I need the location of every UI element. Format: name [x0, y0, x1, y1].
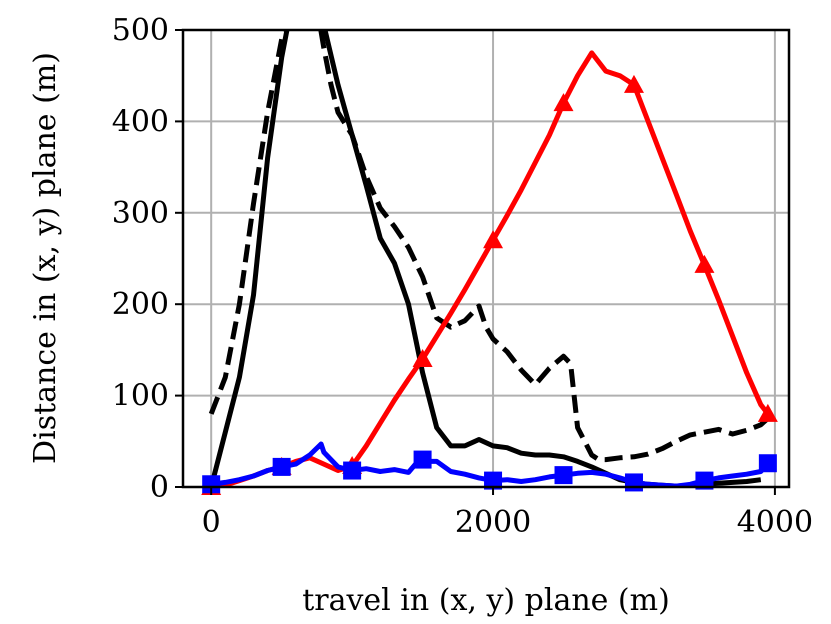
series-line-3: [210, 50, 770, 487]
x-tick-label: 2000: [455, 505, 531, 540]
series-marker-square: [484, 471, 503, 490]
series-marker-square: [758, 454, 777, 473]
series-marker-square: [343, 461, 362, 480]
y-tick-label: 0: [150, 470, 169, 505]
x-axis-label: travel in (x, y) plane (m): [302, 583, 670, 618]
series-marker-triangle: [553, 93, 574, 112]
y-tick-label: 100: [112, 379, 169, 414]
marker-layer: [201, 74, 778, 495]
series-marker-triangle: [694, 254, 715, 273]
plot-frame: [181, 28, 791, 489]
series-marker-square: [624, 473, 643, 492]
series-marker-square: [413, 450, 432, 469]
ticks: 0 2000 4000 0 100 200 300 400 500: [112, 13, 813, 540]
series-marker-triangle: [623, 74, 644, 93]
series-marker-square: [695, 471, 714, 490]
x-tick-label: 0: [202, 505, 221, 540]
series-marker-triangle: [483, 230, 504, 249]
series-marker-square: [202, 475, 221, 494]
series-line-2: [208, 30, 770, 463]
series-marker-square: [554, 466, 573, 485]
series-marker-triangle: [412, 349, 433, 368]
y-tick-label: 500: [112, 13, 169, 48]
y-tick-label: 400: [112, 104, 169, 139]
y-tick-label: 200: [112, 287, 169, 322]
x-tick-label: 4000: [737, 505, 813, 540]
y-axis-label: Distance in (x, y) plane (m): [28, 52, 63, 464]
y-tick-label: 300: [112, 196, 169, 231]
series-marker-square: [272, 457, 291, 476]
series-marker-triangle: [757, 403, 778, 422]
